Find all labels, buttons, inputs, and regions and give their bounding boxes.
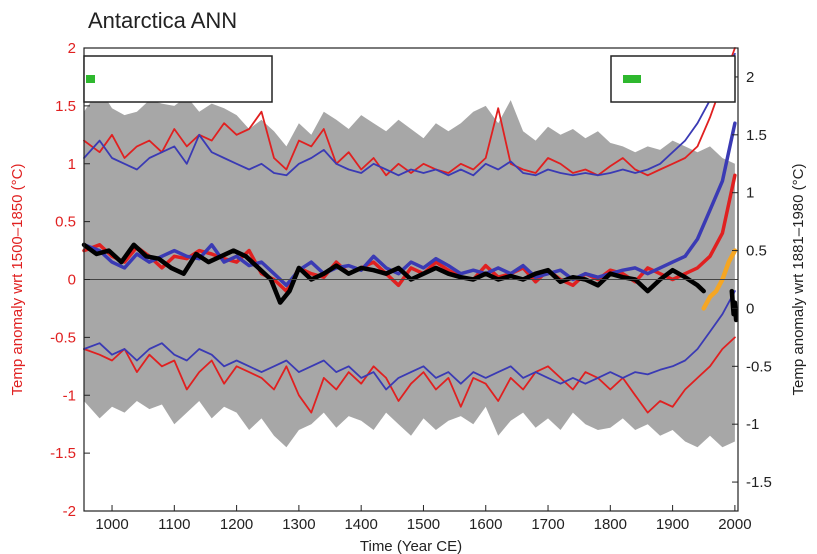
legend-box-top-left <box>83 55 273 103</box>
right-tick-label: -1.5 <box>746 474 772 491</box>
left-tick-label: -2 <box>63 503 76 520</box>
x-tick-label: 1600 <box>469 516 502 533</box>
x-tick-label: 1800 <box>594 516 627 533</box>
legend-marker-top-left <box>86 75 95 83</box>
left-tick-label: 0.5 <box>55 214 76 231</box>
right-y-axis-label: Temp anomaly wrt 1881–1980 (°C) <box>790 164 807 396</box>
right-tick-label: -1 <box>746 416 759 433</box>
series-line-red-4 <box>83 336 736 414</box>
x-axis-label: Time (Year CE) <box>360 538 462 554</box>
right-tick-label: 0 <box>746 300 754 317</box>
series-line-blue-5 <box>83 290 736 391</box>
right-tick-label: 0.5 <box>746 243 767 260</box>
right-y-axis: -1.5 -1 -0.5 0 0.5 1 1.5 2 <box>732 69 772 491</box>
left-tick-label: 1 <box>68 156 76 173</box>
right-tick-label: 2 <box>746 69 754 86</box>
x-tick-label: 1900 <box>656 516 689 533</box>
x-tick-label: 1000 <box>95 516 128 533</box>
left-y-axis-label: Temp anomaly wrt 1500–1850 (°C) <box>9 164 26 396</box>
x-tick-label: 1100 <box>158 516 190 533</box>
left-tick-label: -1 <box>63 387 76 404</box>
left-y-axis: -2 -1.5 -1 -0.5 0 0.5 1 1.5 2 <box>50 40 90 520</box>
left-tick-label: 1.5 <box>55 98 76 115</box>
x-tick-label: 1700 <box>531 516 564 533</box>
left-tick-label: -1.5 <box>50 445 76 462</box>
x-tick-label: 1500 <box>407 516 440 533</box>
x-axis: 1000 1100 1200 1300 1400 1500 1600 1700 1800 1900… <box>95 505 752 533</box>
x-tick-label: 2000 <box>718 516 751 533</box>
left-tick-label: 2 <box>68 40 76 57</box>
right-tick-label: 1.5 <box>746 127 767 144</box>
chart-title: Antarctica ANN <box>88 8 237 33</box>
x-tick-label: 1400 <box>344 516 377 533</box>
series-line-orange-7 <box>701 248 738 311</box>
left-tick-label: -0.5 <box>50 329 76 346</box>
right-tick-label: 1 <box>746 185 754 202</box>
left-tick-label: 0 <box>68 272 76 289</box>
series-line-red-2 <box>83 47 736 177</box>
x-tick-label: 1200 <box>220 516 253 533</box>
series-line-blue-3 <box>83 52 736 177</box>
legend-marker-top-right <box>623 75 641 83</box>
legend-layer <box>83 55 736 103</box>
series-line-black-8 <box>729 288 739 323</box>
right-tick-label: -0.5 <box>746 358 772 375</box>
x-tick-label: 1300 <box>282 516 315 533</box>
